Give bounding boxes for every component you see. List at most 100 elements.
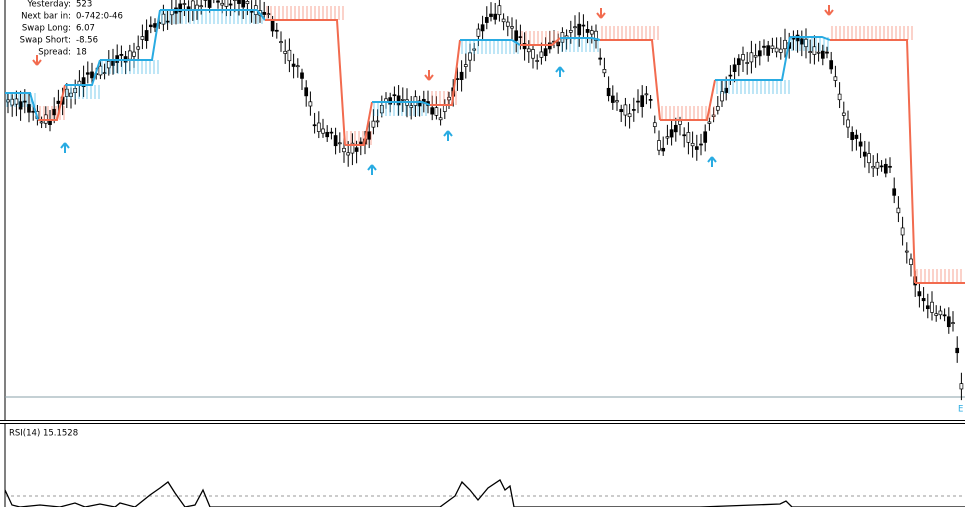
candle-body <box>901 228 904 235</box>
candle-body <box>603 69 606 72</box>
candle-body <box>750 53 753 62</box>
candle-body <box>284 51 287 53</box>
candle-body <box>19 102 22 109</box>
candle-body <box>137 47 140 49</box>
candle-body <box>355 148 358 152</box>
candle-body <box>712 115 715 117</box>
candle-body <box>128 51 131 59</box>
candle-body <box>372 121 375 127</box>
candle-body <box>855 135 858 138</box>
candle-body <box>590 31 593 34</box>
candle-body <box>876 162 879 168</box>
candle-body <box>477 29 480 36</box>
candle-body <box>330 132 333 133</box>
candle-body <box>893 189 896 196</box>
candle-body <box>611 96 614 103</box>
candle-body <box>569 30 572 32</box>
candle-body <box>872 166 875 168</box>
candle-body <box>490 14 493 17</box>
candle-body <box>103 73 106 74</box>
info-label: Spread: <box>38 48 71 58</box>
candle-body <box>653 123 656 127</box>
candle-body <box>498 6 501 15</box>
candle-body <box>91 72 94 78</box>
candle-body <box>481 25 484 31</box>
candle-body <box>737 59 740 65</box>
candle-body <box>817 52 820 53</box>
candle-body <box>133 52 136 56</box>
candle-body <box>620 109 623 111</box>
candle-body <box>842 113 845 115</box>
candle-body <box>359 142 362 144</box>
candle-body <box>616 101 619 102</box>
candle-body <box>536 60 539 61</box>
candle-body <box>779 49 782 52</box>
candle-body <box>805 39 808 46</box>
candle-body <box>847 120 850 127</box>
candle-body <box>863 152 866 156</box>
candle-body <box>456 79 459 80</box>
candle-body <box>28 104 31 112</box>
candle-body <box>313 125 316 126</box>
candle-body <box>758 51 761 56</box>
candle-body <box>947 317 950 327</box>
candle-body <box>800 39 803 44</box>
candle-body <box>200 6 203 7</box>
candle-body <box>288 50 291 60</box>
candle-body <box>292 64 295 66</box>
candle-body <box>956 348 959 353</box>
candle-body <box>435 108 438 116</box>
candle-body <box>309 102 312 106</box>
candle-body <box>49 121 52 125</box>
candle-body <box>826 52 829 53</box>
candle-body <box>574 27 577 28</box>
candle-body <box>939 311 942 315</box>
info-value: 6.07 <box>76 24 95 34</box>
candle-body <box>397 96 400 105</box>
candle-body <box>868 154 871 163</box>
candle-body <box>838 94 841 100</box>
info-value: 523 <box>76 0 92 10</box>
info-value: -8.56 <box>76 36 98 46</box>
candle-body <box>246 1 249 3</box>
candle-body <box>502 19 505 22</box>
candle-body <box>742 55 745 61</box>
candle-body <box>729 75 732 76</box>
candle-body <box>532 50 535 59</box>
candle-body <box>296 66 299 67</box>
candle-body <box>301 73 304 79</box>
candle-body <box>225 0 228 6</box>
candle-body <box>884 164 887 173</box>
candle-body <box>23 101 26 102</box>
candle-body <box>666 137 669 138</box>
candle-body <box>851 132 854 139</box>
candle-body <box>754 55 757 57</box>
candle-body <box>809 52 812 53</box>
candle-body <box>637 101 640 102</box>
candle-body <box>679 121 682 124</box>
candle-body <box>494 14 497 19</box>
candle-body <box>704 132 707 143</box>
candle-body <box>166 21 169 22</box>
candle-body <box>943 315 946 316</box>
candle-body <box>149 25 152 27</box>
candle-body <box>401 99 404 100</box>
candle-body <box>952 323 955 324</box>
candle-body <box>506 22 509 26</box>
candle-body <box>154 24 157 28</box>
candle-body <box>926 306 929 309</box>
candle-body <box>649 99 652 100</box>
candle-body <box>443 105 446 111</box>
candle-body <box>322 129 325 133</box>
candle-body <box>53 109 56 115</box>
candle-body <box>263 12 266 14</box>
candle-body <box>275 30 278 31</box>
candle-body <box>460 72 463 79</box>
candle-body <box>708 122 711 123</box>
price-marker: E <box>958 405 963 415</box>
candle-body <box>683 135 686 136</box>
candle-body <box>830 61 833 69</box>
candle-body <box>960 384 963 389</box>
candle-body <box>120 54 123 55</box>
